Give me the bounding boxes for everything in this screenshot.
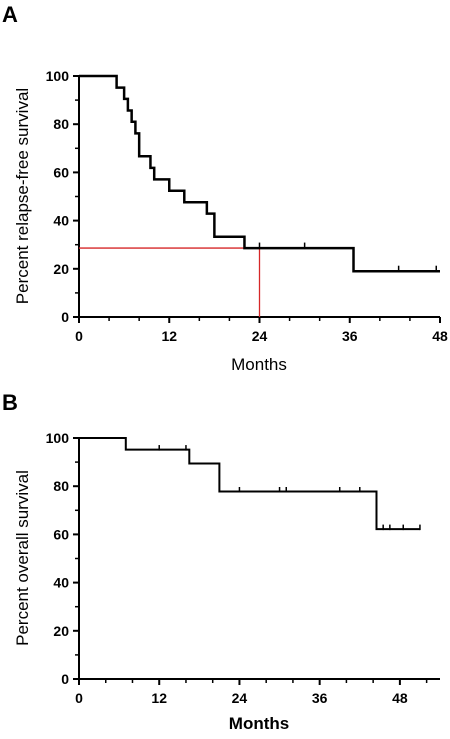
panel-b-y-axis-title: Percent overall survival — [13, 470, 32, 646]
x-tick-label: 48 — [432, 328, 448, 344]
panel-b-x-axis-title: Months — [229, 714, 289, 733]
panel-b: B Percent overall survival Months 0 20 40 6… — [2, 390, 440, 733]
panel-a-y-axis-title: Percent relapse-free survival — [13, 88, 32, 304]
y-tick-label: 60 — [53, 526, 69, 542]
panel-a-x-axis-title: Months — [231, 355, 287, 374]
panel-b-censor-marks — [158, 445, 421, 531]
x-tick-label: 0 — [75, 690, 83, 706]
panel-a-survival-curve — [79, 74, 440, 273]
x-tick-label: 36 — [312, 690, 328, 706]
y-tick-label: 0 — [61, 309, 69, 325]
x-tick-label: 24 — [232, 690, 248, 706]
y-tick-label: 0 — [61, 671, 69, 687]
panel-a-reference-lines — [79, 247, 261, 317]
y-tick-label: 20 — [53, 623, 69, 639]
x-tick-label: 36 — [342, 328, 358, 344]
panel-a-censor-marks — [258, 242, 437, 273]
y-tick-label: 100 — [46, 430, 70, 446]
panel-a-ticks: 0 20 40 60 80 100 0 12 24 36 48 — [46, 68, 448, 344]
x-tick-label: 12 — [151, 690, 167, 706]
x-tick-label: 12 — [161, 328, 177, 344]
panel-a-letter: A — [2, 2, 18, 27]
y-tick-label: 80 — [53, 116, 69, 132]
x-tick-label: 0 — [75, 328, 83, 344]
y-tick-label: 20 — [53, 261, 69, 277]
y-tick-label: 100 — [46, 68, 70, 84]
panel-b-ticks: 0 20 40 60 80 100 0 12 24 36 48 — [46, 430, 428, 706]
y-tick-label: 80 — [53, 478, 69, 494]
x-tick-label: 24 — [252, 328, 268, 344]
y-tick-label: 40 — [53, 213, 69, 229]
x-tick-label: 48 — [392, 690, 408, 706]
panel-b-letter: B — [2, 390, 18, 415]
y-tick-label: 40 — [53, 575, 69, 591]
y-tick-label: 60 — [53, 164, 69, 180]
panel-a: A Percent relapse-free survival Months 0… — [2, 2, 448, 374]
panel-b-survival-curve — [79, 437, 420, 531]
